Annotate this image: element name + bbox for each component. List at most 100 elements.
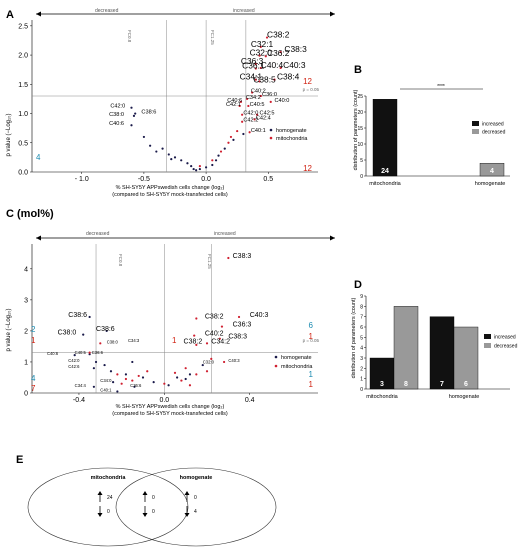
panel-a-homogenate-point	[167, 153, 170, 156]
panel-a-fold-left-label: FC0.8	[127, 30, 132, 43]
panel-a-count-left-bottom: 4	[36, 153, 41, 162]
panel-c-right-arrow-icon	[330, 235, 335, 241]
panel-d-y-tick-label: 3	[360, 356, 363, 362]
panel-a-lipid-label: C42:1	[226, 102, 241, 108]
panel-a-lipid-label: C36:2	[267, 48, 290, 58]
panel-c-mitochondria-point	[195, 343, 198, 346]
panel-a-mitochondria-point	[227, 141, 230, 144]
panel-c-homogenate-point	[133, 385, 136, 388]
panel-a-x-axis-sublabel: (compared to SH-SY5Y mock-transfected ce…	[112, 192, 228, 198]
venn-mitochondria-title: mitochondria	[91, 475, 127, 481]
panel-c-legend-mitochondria-marker	[274, 364, 278, 368]
panel-a-lipid-label: C40:6	[227, 98, 242, 104]
panel-a-homogenate-point	[223, 147, 226, 150]
panel-a-y-tick-label: 0.5	[18, 140, 28, 147]
panel-c-y-axis-label: p value (−Log₁₀)	[6, 308, 12, 351]
panel-a-mitochondria-point	[229, 135, 233, 139]
panel-a-homogenate-point	[198, 167, 201, 171]
panel-b-y-axis-label: distribution of parameters (count)	[353, 89, 359, 170]
panel-d-y-tick-label: 9	[360, 294, 363, 300]
venn-right-up-arrow-icon	[184, 491, 190, 502]
panel-c-lipid-label: C42:0	[68, 358, 80, 363]
panel-c-x-tick-label: 0.0	[159, 397, 169, 404]
panel-d-y-tick-label: 8	[360, 304, 363, 310]
panel-d-letter: D	[354, 279, 362, 291]
panel-d-y-tick-label: 1	[360, 377, 363, 383]
panel-c-count-left-upper-blue: 2	[31, 325, 36, 334]
panel-c-y-tick-label: 1	[24, 359, 28, 366]
panel-c-homogenate-point	[201, 363, 204, 367]
venn-mid-up-count: 0	[152, 495, 155, 501]
panel-a-y-tick-label: 1.5	[18, 82, 28, 89]
panel-c-x-axis-label: % SH-SY5Y APPswedish cells change (log₂)	[116, 404, 225, 410]
panel-b-legend-decreased: decreased	[482, 130, 506, 136]
panel-a-mitochondria-point	[279, 66, 282, 70]
panel-c-lipid-label: C34:3	[128, 338, 140, 343]
panel-c-lipid-label: C38:6	[68, 312, 87, 319]
panel-d-legend-increased: increased	[494, 335, 516, 341]
panel-c-letter: C (mol%)	[6, 208, 54, 220]
panel-a-lipid-label: C38:4	[277, 72, 300, 82]
panel-c-lipid-label: C36:3	[233, 322, 252, 329]
panel-a-homogenate-point	[161, 147, 164, 150]
panel-a-count-right-top: 12	[303, 77, 312, 86]
panel-c-homogenate-point	[116, 390, 119, 393]
panel-a-legend-mitochondria: mitochondria	[276, 136, 308, 142]
panel-a-homogenate-point	[211, 163, 214, 167]
panel-c-y-tick-label: 0	[24, 391, 28, 398]
panel-a-mitochondria-point	[259, 66, 262, 70]
panel-c-lipid-label: C38:6	[96, 326, 115, 333]
panel-a-homogenate-point	[155, 150, 158, 153]
panel-d-y-tick-label: 6	[360, 325, 363, 331]
panel-c-lipid-label: C38:0	[58, 330, 77, 337]
panel-a-decreased-label: decreased	[95, 8, 119, 14]
panel-c-legend-mitochondria: mitochondria	[281, 364, 313, 370]
panel-a-left-arrow-icon	[36, 11, 41, 17]
panel-b-plot: 0 5 10 15 20 25 24 mitochondria 4 homogenate	[357, 94, 510, 187]
panel-c-mitochondria-point	[218, 337, 221, 340]
panel-a-homogenate-point	[214, 159, 218, 162]
panel-a-y-axis-label: p value (−Log₁₀)	[6, 113, 12, 156]
panel-a-homogenate-point	[149, 144, 152, 147]
panel-c-homogenate-point	[131, 360, 134, 364]
panel-c-homogenate-point	[188, 373, 192, 376]
panel-c-fold-right-label: FC1.25	[207, 254, 212, 269]
panel-a-homogenate-point	[232, 138, 235, 141]
panel-c-mitochondria-point	[222, 360, 226, 364]
panel-c-homogenate-point	[176, 376, 179, 379]
panel-c-homogenate-point	[105, 329, 108, 333]
panel-b-bar-label: 4	[490, 168, 494, 175]
panel-c-mitochondria-point	[227, 256, 230, 260]
panel-a-p-threshold-label: p = 0.05	[303, 87, 320, 92]
panel-c-homogenate-point	[82, 333, 85, 336]
panel-a-lipid-label: C40:4	[261, 60, 284, 70]
panel-a-y-tick-label: 0.0	[18, 170, 28, 177]
panel-a-homogenate-point	[186, 162, 189, 165]
panel-a-mitochondria-point	[254, 67, 257, 70]
panel-a-lipid-label: C38:2	[267, 30, 290, 40]
panel-d-category-label: homogenate	[449, 394, 480, 400]
panel-e: E mitochondria homogenate 24 0 0 0 0 4	[16, 454, 277, 547]
panel-a-lipid-label: C38:6	[141, 110, 156, 116]
panel-a-lipid-label: C34:2	[246, 95, 261, 101]
panel-a-legend-homogenate-marker	[269, 128, 273, 132]
panel-a-lipid-label: C40:2	[251, 88, 266, 94]
panel-a-homogenate-point	[180, 159, 183, 162]
panel-a-mitochondria-point	[269, 100, 272, 103]
panel-a-legend-homogenate: homogenate	[276, 128, 307, 134]
panel-c-legend-homogenate-marker	[274, 355, 278, 359]
panel-c-x-tick-label: -0.4	[73, 397, 85, 404]
venn-mid-up-arrow-icon	[142, 491, 148, 502]
panel-a-homogenate-point	[170, 158, 173, 161]
panel-a-x-axis-label: % SH-SY5Y APPswedish cells change (log₂)	[116, 185, 225, 191]
panel-a-x-tick-label: 0.0	[201, 176, 211, 183]
panel-c-mitochondria-point	[193, 334, 196, 337]
panel-a-lipid-label: C40:1	[251, 128, 266, 134]
panel-d-bar	[393, 306, 419, 390]
panel-c-homogenate-point	[92, 367, 95, 370]
panel-c-lipid-label: C38:3	[233, 253, 252, 260]
panel-d-category-label: mitochondria	[366, 394, 398, 400]
panel-c-lipid-label: C42:6	[68, 364, 80, 369]
venn-homogenate-circle	[115, 467, 277, 547]
panel-a-mitochondria-point	[258, 80, 261, 83]
